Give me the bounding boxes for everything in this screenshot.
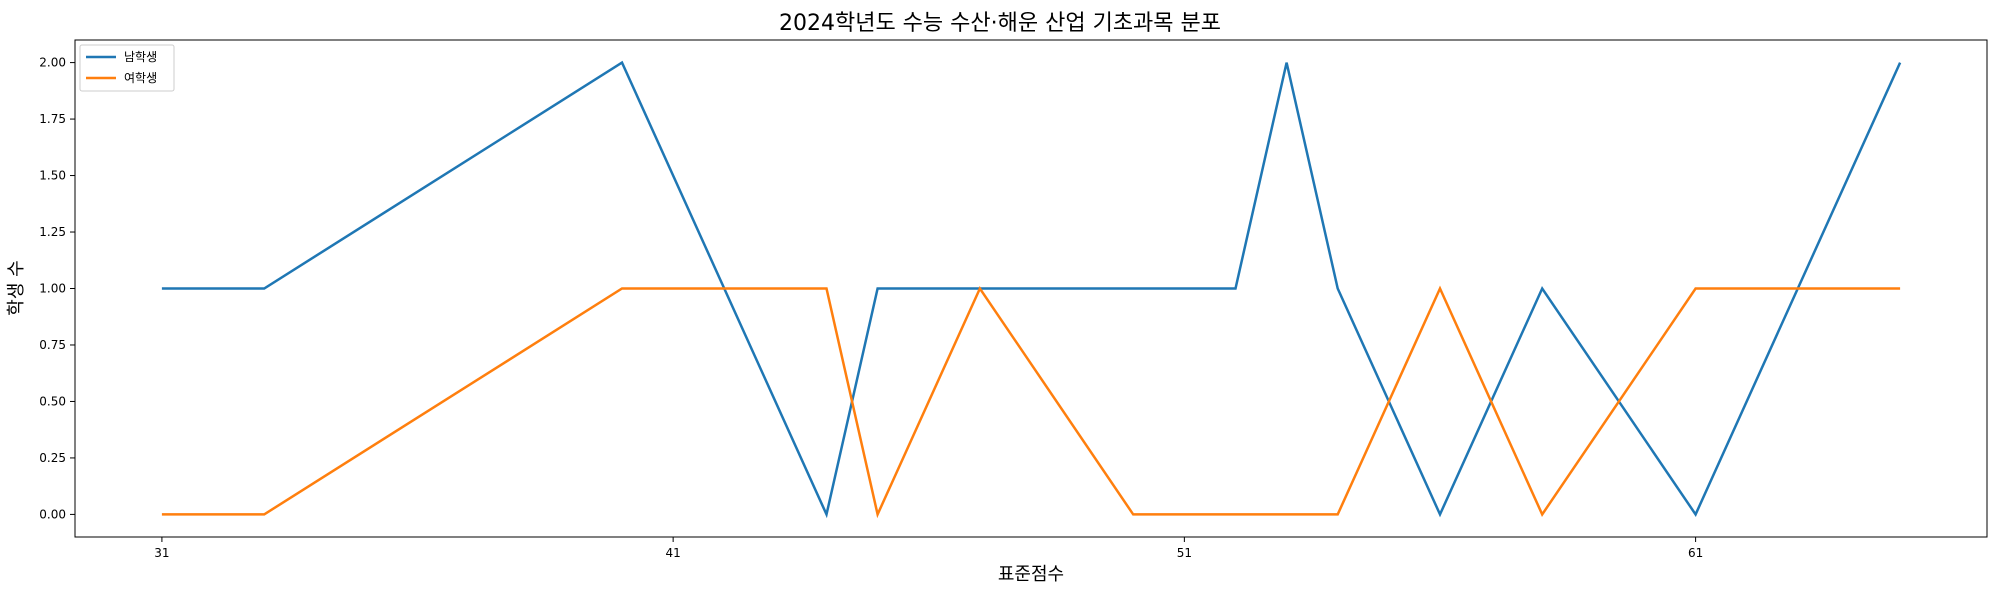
legend-label-male: 남학생 [124, 50, 157, 64]
y-tick-label: 0.75 [39, 338, 66, 352]
y-tick-label: 1.50 [39, 169, 66, 183]
series-lines [161, 60, 1902, 519]
series-line-female [161, 285, 1901, 519]
y-tick-label: 0.25 [39, 451, 66, 465]
legend-label-female: 여학생 [124, 71, 157, 85]
legend: 남학생 여학생 [79, 44, 175, 92]
x-tick-label: 61 [1688, 546, 1703, 560]
x-tick-label: 31 [154, 546, 169, 560]
y-tick-label: 1.75 [39, 112, 66, 126]
y-tick-label: 1.00 [39, 282, 66, 296]
x-axis-label: 표준점수 [998, 564, 1064, 585]
y-axis-label: 학생 수 [6, 260, 27, 315]
y-tick-label: 0.00 [39, 507, 66, 521]
y-tick-label: 0.50 [39, 394, 66, 408]
y-axis: 0.00 0.25 0.50 0.75 1.00 1.25 1.50 1.75 2.00 [39, 56, 75, 521]
x-tick-label: 41 [665, 546, 680, 560]
series-line-male [161, 60, 1902, 519]
x-tick-label: 51 [1177, 546, 1192, 560]
chart-title: 2024학년도 수능 수산·해운 산업 기초과목 분포 [779, 11, 1221, 36]
y-tick-label: 1.25 [39, 225, 66, 239]
x-axis: 31 41 51 61 [154, 537, 1703, 560]
y-tick-label: 2.00 [39, 56, 66, 70]
